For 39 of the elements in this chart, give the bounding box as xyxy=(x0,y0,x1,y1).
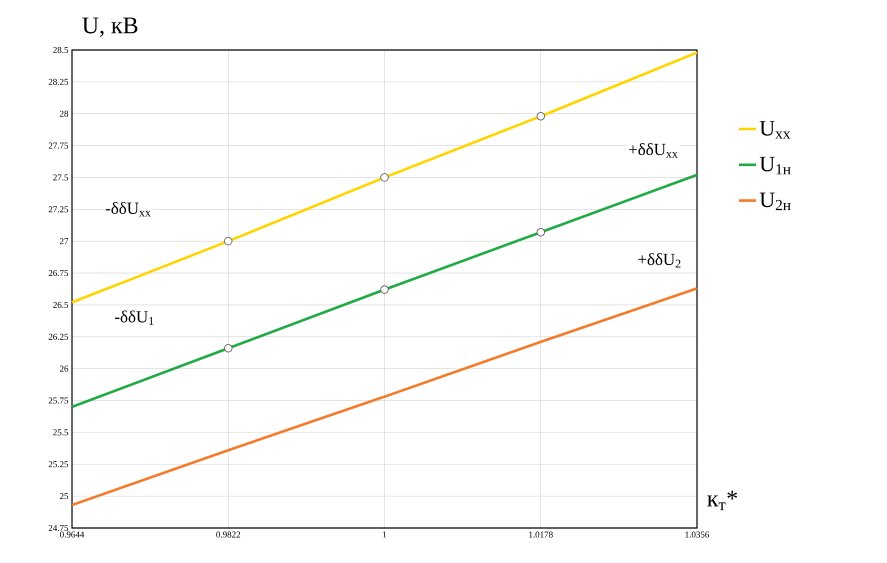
y-tick-label: 26.75 xyxy=(48,270,68,276)
y-axis-title: U, кВ xyxy=(82,18,138,37)
x-tick-label: 1.0178 xyxy=(529,532,553,538)
legend-label: U$_{xx}$ xyxy=(760,121,790,139)
y-tick-label: 27.5 xyxy=(53,174,68,180)
point xyxy=(536,228,545,236)
y-tick-label: 26 xyxy=(60,366,68,372)
legend-label: U$_{1н}$ xyxy=(760,156,791,174)
annotation: -δδU$_{1}$ xyxy=(115,310,154,325)
y-tick-label: 28.25 xyxy=(48,78,68,85)
x-tick-label: 1.0356 xyxy=(685,532,710,538)
annotation: +δδU$_{2}$ xyxy=(638,253,680,268)
x-axis-title: к$_{т}$* xyxy=(707,490,738,510)
annotation: -δδU$_{xx}$ xyxy=(106,202,151,216)
y-tick-label: 25.75 xyxy=(48,397,68,404)
y-tick-label: 25.25 xyxy=(48,461,68,468)
point xyxy=(380,285,389,294)
y-tick-label: 25.5 xyxy=(53,429,68,436)
y-tick-label: 28 xyxy=(60,110,68,117)
legend-label: U$_{2н}$ xyxy=(760,192,791,210)
line-series xyxy=(70,287,698,506)
point xyxy=(380,173,389,182)
y-tick-label: 25 xyxy=(60,493,68,500)
x-tick-label: 0.9822 xyxy=(216,532,240,538)
y-tick-label: 26.25 xyxy=(48,334,68,340)
point xyxy=(536,112,545,120)
y-tick-label: 27 xyxy=(60,238,68,244)
point xyxy=(224,344,232,352)
y-tick-label: 27.25 xyxy=(48,206,68,212)
y-tick-label: 27.75 xyxy=(48,142,68,149)
y-tick-label: 26.5 xyxy=(53,302,68,308)
x-tick-label: 1 xyxy=(383,532,386,538)
y-tick-label: 24.75 xyxy=(48,524,68,532)
line-series xyxy=(70,51,698,304)
y-tick-label: 28.5 xyxy=(53,46,68,54)
line-series xyxy=(70,174,698,408)
x-tick-label: 0.9644 xyxy=(60,532,84,538)
annotation: +δδU$_{xx}$ xyxy=(629,143,678,158)
point xyxy=(224,236,232,246)
